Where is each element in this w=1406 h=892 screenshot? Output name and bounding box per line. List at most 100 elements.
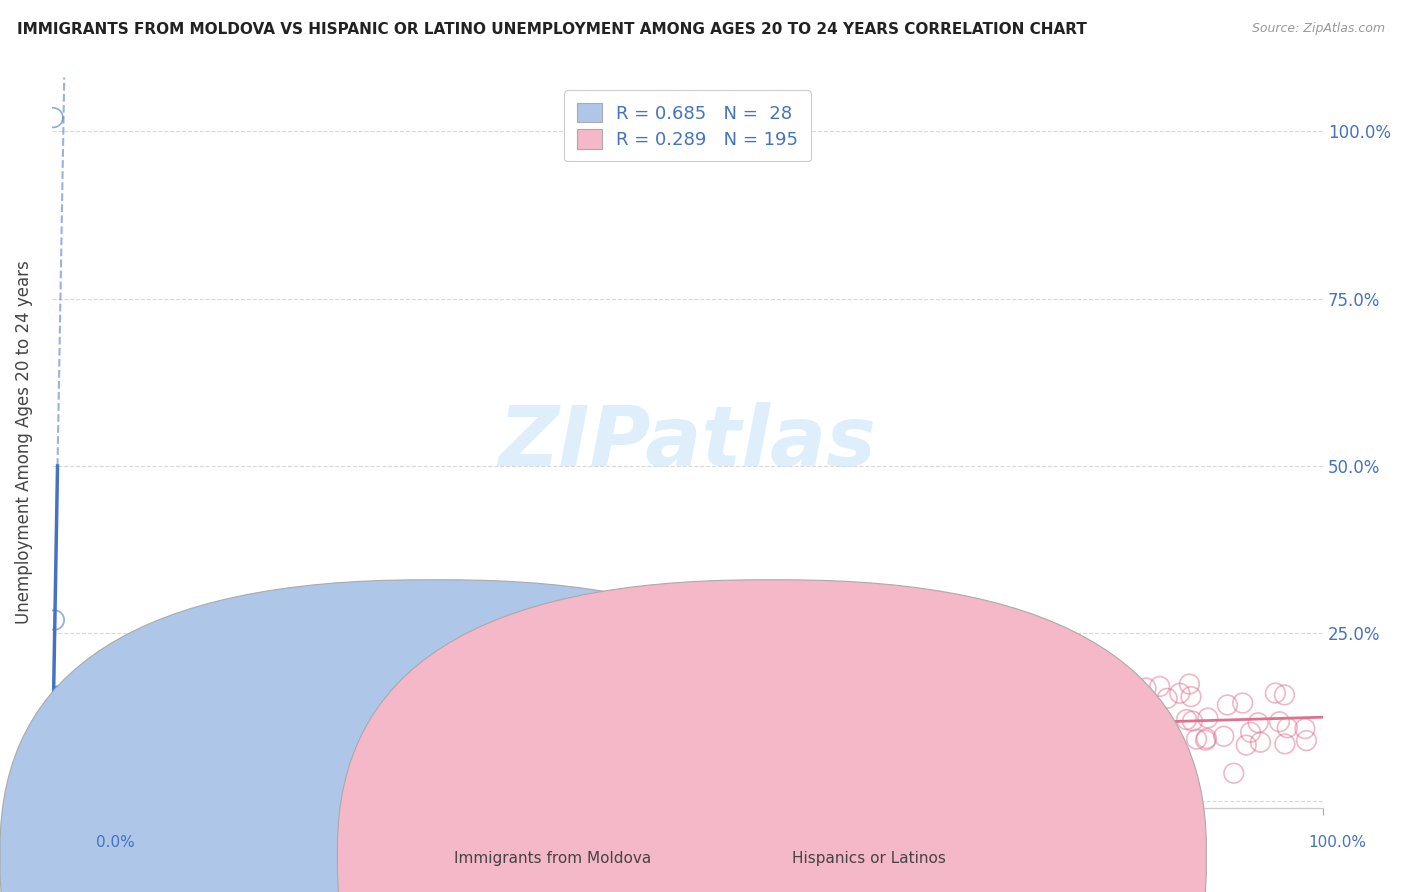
Point xyxy=(1247,715,1270,730)
Point xyxy=(262,693,284,707)
Point xyxy=(84,727,107,741)
Point xyxy=(707,702,730,716)
Point xyxy=(271,720,294,734)
Point xyxy=(1022,720,1045,734)
Point xyxy=(508,739,530,754)
Point xyxy=(845,701,868,715)
Point xyxy=(87,722,110,736)
Point xyxy=(754,681,776,696)
Point xyxy=(1277,721,1299,735)
Point xyxy=(323,737,346,751)
Point xyxy=(679,747,702,762)
Point xyxy=(41,742,63,756)
Point xyxy=(73,721,96,735)
Point xyxy=(49,782,72,797)
Text: 0.0%: 0.0% xyxy=(96,836,135,850)
Point xyxy=(80,736,103,750)
Point xyxy=(105,793,128,807)
Point xyxy=(714,782,737,797)
Point xyxy=(1021,728,1043,742)
Point xyxy=(1077,707,1099,722)
Point xyxy=(440,771,463,785)
Text: Hispanics or Latinos: Hispanics or Latinos xyxy=(792,851,945,865)
Point xyxy=(695,725,717,739)
Point xyxy=(1060,757,1083,772)
Point xyxy=(583,774,606,789)
Point xyxy=(1081,768,1104,782)
Point xyxy=(330,721,353,735)
Point xyxy=(46,735,69,749)
Point xyxy=(395,769,418,783)
Point xyxy=(218,763,240,777)
Point xyxy=(474,746,496,760)
Point xyxy=(49,762,72,776)
Point xyxy=(436,699,458,714)
Point xyxy=(42,773,65,788)
Point xyxy=(98,745,121,759)
Point xyxy=(1239,725,1261,739)
Point xyxy=(948,765,970,780)
Point xyxy=(920,730,942,744)
Point xyxy=(939,732,962,747)
Text: Source: ZipAtlas.com: Source: ZipAtlas.com xyxy=(1251,22,1385,36)
Point xyxy=(849,679,872,693)
Point xyxy=(177,709,200,723)
Point xyxy=(1197,711,1219,725)
Point xyxy=(188,739,211,754)
Point xyxy=(215,706,238,720)
Point xyxy=(896,722,918,736)
Point xyxy=(42,726,65,740)
Point xyxy=(935,733,957,747)
Point xyxy=(257,714,280,729)
Point xyxy=(49,696,72,710)
Text: ZIPatlas: ZIPatlas xyxy=(499,402,876,483)
Point xyxy=(832,758,855,772)
Point xyxy=(444,740,467,755)
Point xyxy=(800,700,823,714)
Point xyxy=(311,770,333,784)
Point xyxy=(700,704,723,718)
Point xyxy=(794,763,817,777)
Point xyxy=(792,757,814,772)
Point xyxy=(1142,747,1164,762)
Point xyxy=(1001,669,1024,683)
Point xyxy=(44,613,66,627)
Point xyxy=(41,786,63,800)
Point xyxy=(135,739,157,754)
Point xyxy=(1135,681,1157,695)
Point xyxy=(277,752,299,766)
Point xyxy=(461,671,484,685)
Point xyxy=(370,721,392,735)
Point xyxy=(620,698,643,712)
Point xyxy=(155,692,177,706)
Point xyxy=(589,755,612,769)
Point xyxy=(225,700,247,714)
Point xyxy=(967,718,990,732)
Point xyxy=(427,747,450,762)
Point xyxy=(51,706,73,720)
Point xyxy=(731,723,754,737)
Point xyxy=(818,761,841,775)
Point xyxy=(195,767,218,781)
Point xyxy=(49,764,72,778)
Point xyxy=(804,697,827,711)
Point xyxy=(1008,739,1031,754)
Point xyxy=(42,727,65,741)
Point xyxy=(402,753,425,767)
Point xyxy=(437,730,460,744)
Point xyxy=(1294,722,1316,736)
Point xyxy=(1102,688,1125,702)
Point xyxy=(1039,704,1062,718)
Point xyxy=(641,747,664,761)
Point xyxy=(860,779,883,793)
Point xyxy=(1274,688,1296,702)
Point xyxy=(44,715,66,730)
Point xyxy=(1069,698,1091,712)
Point xyxy=(41,690,63,704)
Point xyxy=(688,679,710,693)
Point xyxy=(409,771,432,785)
Point xyxy=(114,740,136,755)
Point xyxy=(969,720,991,734)
Point xyxy=(48,751,70,765)
Point xyxy=(454,713,477,727)
